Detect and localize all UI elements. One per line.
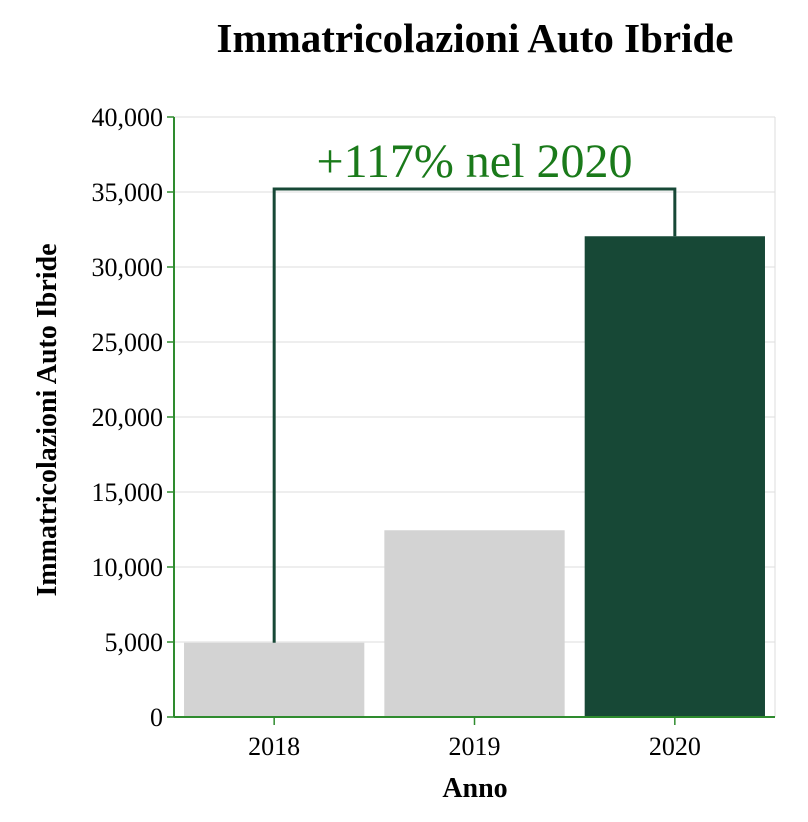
annotation-bracket [272, 187, 677, 643]
bar-2019 [384, 530, 565, 717]
chart-title: Immatricolazioni Auto Ibride [216, 15, 733, 61]
bar-2018 [184, 642, 365, 717]
y-tick-label: 35,000 [92, 178, 164, 207]
y-tick-label: 0 [150, 703, 163, 732]
x-tick-label: 2020 [649, 732, 701, 761]
bar-2020 [584, 236, 765, 717]
y-tick-label: 30,000 [92, 253, 164, 282]
y-axis-title: Immatricolazioni Auto Ibride [32, 243, 63, 596]
x-axis-title: Anno [442, 773, 507, 804]
x-axis-ticks: 2018 2019 2020 [248, 717, 701, 761]
y-tick-label: 20,000 [92, 403, 164, 432]
y-axis-ticks: 0 5,000 10,000 15,000 20,000 25,000 30,000 35,0… [92, 103, 174, 732]
y-tick-label: 15,000 [92, 478, 164, 507]
bars [184, 236, 765, 717]
annotation-bracket-line [272, 187, 677, 643]
y-tick-label: 25,000 [92, 328, 164, 357]
annotation-label: +117% nel 2020 [317, 135, 633, 188]
y-tick-label: 40,000 [92, 103, 164, 132]
x-tick-label: 2019 [449, 732, 501, 761]
y-tick-label: 10,000 [92, 553, 164, 582]
y-tick-label: 5,000 [105, 628, 164, 657]
x-tick-label: 2018 [248, 732, 300, 761]
